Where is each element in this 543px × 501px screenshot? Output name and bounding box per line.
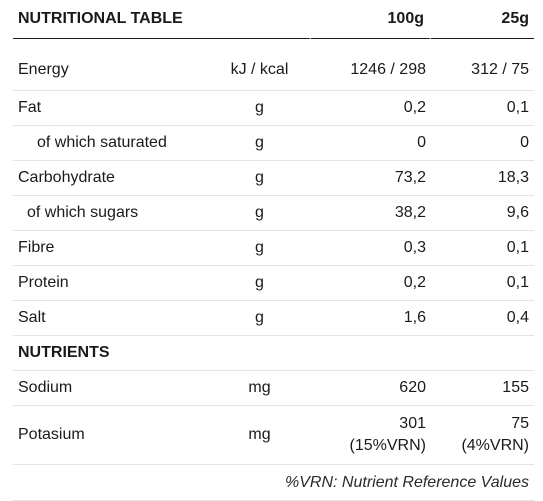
row-unit: mg — [208, 371, 311, 406]
row-value-100g: 0,2 — [311, 266, 431, 301]
row-value-25g: 75 (4%VRN) — [431, 406, 534, 465]
row-label: Energy — [13, 39, 208, 91]
nutrients-heading-row: NUTRIENTS — [13, 336, 534, 371]
table-row-fibre: Fibre g 0,3 0,1 — [13, 231, 534, 266]
row-value-25g: 0,1 — [431, 266, 534, 301]
row-label: Salt — [13, 301, 208, 336]
row-label: of which saturated — [13, 126, 208, 161]
row-unit: g — [208, 126, 311, 161]
row-value-100g: 1246 / 298 — [311, 39, 431, 91]
row-value-25g: 312 / 75 — [431, 39, 534, 91]
row-unit: g — [208, 91, 311, 126]
table-row-sodium: Sodium mg 620 155 — [13, 371, 534, 406]
row-value-100g: 38,2 — [311, 196, 431, 231]
row-label: Potasium — [13, 406, 208, 465]
row-value-100g: 620 — [311, 371, 431, 406]
table-row-sugars: of which sugars g 38,2 9,6 — [13, 196, 534, 231]
nutrition-table: NUTRITIONAL TABLE 100g 25g Energy kJ / k… — [13, 0, 534, 501]
row-value-25g: 9,6 — [431, 196, 534, 231]
value-vrn: (4%VRN) — [461, 437, 529, 454]
column-header-100g: 100g — [311, 0, 431, 39]
table-row-potasium: Potasium mg 301 (15%VRN) 75 (4%VRN) — [13, 406, 534, 465]
footnote-row: %VRN: Nutrient Reference Values — [13, 465, 534, 501]
table-row-carbohydrate: Carbohydrate g 73,2 18,3 — [13, 161, 534, 196]
nutrients-heading: NUTRIENTS — [13, 336, 534, 371]
row-unit: g — [208, 196, 311, 231]
row-value-25g: 0,1 — [431, 91, 534, 126]
table-row-salt: Salt g 1,6 0,4 — [13, 301, 534, 336]
row-value-25g: 0,1 — [431, 231, 534, 266]
row-value-25g: 18,3 — [431, 161, 534, 196]
row-value-100g: 1,6 — [311, 301, 431, 336]
row-unit: g — [208, 231, 311, 266]
table-row-saturated: of which saturated g 0 0 — [13, 126, 534, 161]
row-value-100g: 0,3 — [311, 231, 431, 266]
row-value-25g: 0 — [431, 126, 534, 161]
unit-column-header — [208, 0, 311, 39]
row-unit: kJ / kcal — [208, 39, 311, 91]
row-value-100g: 0,2 — [311, 91, 431, 126]
row-label: Protein — [13, 266, 208, 301]
row-label: Carbohydrate — [13, 161, 208, 196]
row-label: of which sugars — [13, 196, 208, 231]
row-value-100g: 301 (15%VRN) — [311, 406, 431, 465]
table-row-fat: Fat g 0,2 0,1 — [13, 91, 534, 126]
table-row-protein: Protein g 0,2 0,1 — [13, 266, 534, 301]
value-amount: 75 — [511, 415, 529, 432]
table-header-row: NUTRITIONAL TABLE 100g 25g — [13, 0, 534, 39]
footnote: %VRN: Nutrient Reference Values — [13, 465, 534, 501]
value-vrn: (15%VRN) — [349, 437, 426, 454]
row-value-25g: 0,4 — [431, 301, 534, 336]
row-unit: mg — [208, 406, 311, 465]
table-title: NUTRITIONAL TABLE — [13, 0, 208, 39]
row-unit: g — [208, 161, 311, 196]
row-label: Fat — [13, 91, 208, 126]
row-label: Sodium — [13, 371, 208, 406]
table-row-energy: Energy kJ / kcal 1246 / 298 312 / 75 — [13, 39, 534, 91]
row-value-100g: 73,2 — [311, 161, 431, 196]
row-unit: g — [208, 301, 311, 336]
value-amount: 301 — [399, 415, 426, 432]
row-label: Fibre — [13, 231, 208, 266]
row-value-25g: 155 — [431, 371, 534, 406]
column-header-25g: 25g — [431, 0, 534, 39]
row-value-100g: 0 — [311, 126, 431, 161]
row-unit: g — [208, 266, 311, 301]
